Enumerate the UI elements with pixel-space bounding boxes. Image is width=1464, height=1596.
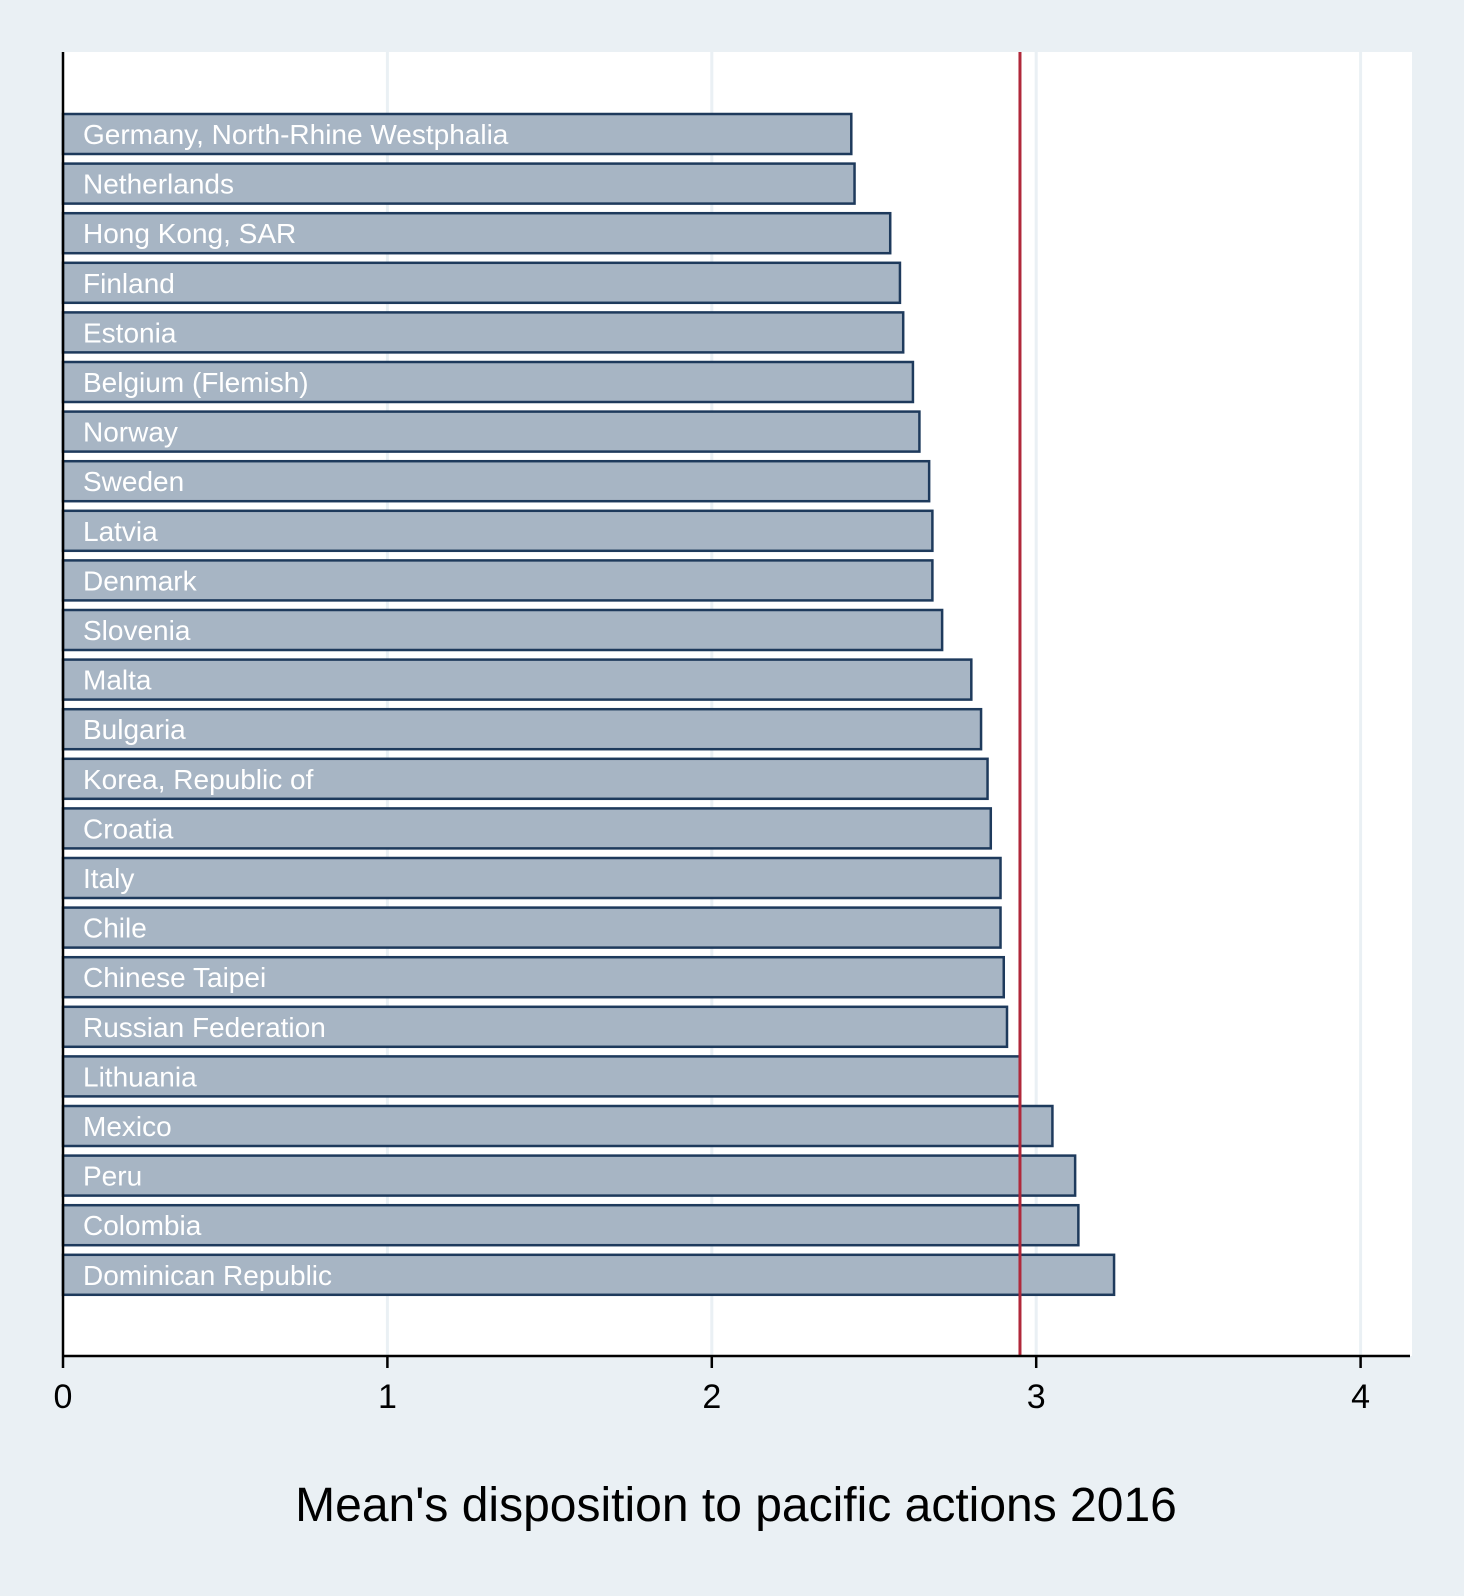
bar-group: Italy — [61, 856, 1002, 900]
bar-group: Colombia — [61, 1203, 1080, 1247]
bar-label: Belgium (Flemish) — [83, 367, 309, 398]
bar-group: Chinese Taipei — [61, 955, 1006, 999]
bar — [61, 459, 931, 503]
bar-label: Malta — [83, 665, 152, 696]
bar — [61, 608, 944, 652]
bar-group: Chile — [61, 906, 1002, 949]
x-tick-label: 1 — [378, 1378, 397, 1416]
bar-group: Lithuania — [61, 1055, 1022, 1098]
bar-group: Netherlands — [61, 162, 856, 205]
bar-label: Norway — [83, 417, 178, 448]
bar-label: Latvia — [83, 516, 158, 547]
bar-group: Finland — [61, 261, 902, 305]
bar-group: Norway — [61, 410, 921, 453]
bar-label: Estonia — [83, 317, 177, 348]
bar — [61, 1203, 1080, 1247]
bar-label: Colombia — [83, 1210, 202, 1241]
bar-label: Sweden — [83, 466, 184, 497]
bar-group: Dominican Republic — [61, 1253, 1116, 1297]
bar-group: Slovenia — [61, 608, 944, 652]
bar — [61, 1253, 1116, 1297]
bar-group: Bulgaria — [61, 707, 983, 751]
bar — [61, 559, 934, 602]
bar — [61, 1055, 1022, 1098]
bar-label: Dominican Republic — [83, 1260, 332, 1291]
bar-group: Peru — [61, 1154, 1077, 1197]
bar-group: Hong Kong, SAR — [61, 211, 892, 255]
x-axis-title: Mean's disposition to pacific actions 20… — [295, 1479, 1177, 1532]
bar-label: Denmark — [83, 565, 198, 596]
bar-group: Estonia — [61, 311, 905, 354]
bar — [61, 906, 1002, 949]
bar — [61, 707, 983, 751]
bar-group: Malta — [61, 658, 973, 701]
bar-label: Chile — [83, 913, 147, 944]
bar-label: Netherlands — [83, 169, 234, 200]
bar-group: Latvia — [61, 509, 934, 553]
bar-label: Russian Federation — [83, 1012, 326, 1043]
axes — [61, 52, 1410, 1358]
bar-label: Lithuania — [83, 1061, 197, 1092]
x-tick-label: 0 — [54, 1378, 73, 1416]
bar-label: Croatia — [83, 813, 174, 844]
x-tick-label: 3 — [1027, 1378, 1046, 1416]
bar — [61, 658, 973, 701]
bar-label: Bulgaria — [83, 714, 186, 745]
x-tick-label: 4 — [1351, 1378, 1370, 1416]
bar-group: Croatia — [61, 807, 993, 850]
bar — [61, 410, 921, 453]
bar-label: Hong Kong, SAR — [83, 218, 296, 249]
bar-group: Russian Federation — [61, 1005, 1009, 1049]
bar-group: Denmark — [61, 559, 934, 602]
bars: Germany, North-Rhine Westphalia Netherlan… — [61, 112, 1116, 1297]
bar-group: Sweden — [61, 459, 931, 503]
bar-label: Italy — [83, 863, 134, 894]
bar — [61, 757, 989, 801]
bar — [61, 807, 993, 850]
bar — [61, 856, 1002, 900]
x-tick-label: 2 — [702, 1378, 721, 1416]
bar-label: Finland — [83, 268, 175, 299]
x-ticks: 0 1 2 3 4 — [54, 1356, 1370, 1416]
bar — [61, 311, 905, 354]
bar-label: Chinese Taipei — [83, 962, 266, 993]
bar-label: Slovenia — [83, 615, 191, 646]
bar-label: Germany, North-Rhine Westphalia — [83, 119, 509, 150]
bar — [61, 261, 902, 305]
bar — [61, 1104, 1054, 1148]
bar-group: Korea, Republic of — [61, 757, 989, 801]
bar-label: Peru — [83, 1161, 142, 1192]
bar-group: Mexico — [61, 1104, 1054, 1148]
bar-group: Belgium (Flemish) — [61, 360, 915, 404]
bar — [61, 509, 934, 553]
bar-label: Korea, Republic of — [83, 764, 314, 795]
bar-group: Germany, North-Rhine Westphalia — [61, 112, 853, 156]
bar — [61, 1154, 1077, 1197]
bar-label: Mexico — [83, 1111, 172, 1142]
